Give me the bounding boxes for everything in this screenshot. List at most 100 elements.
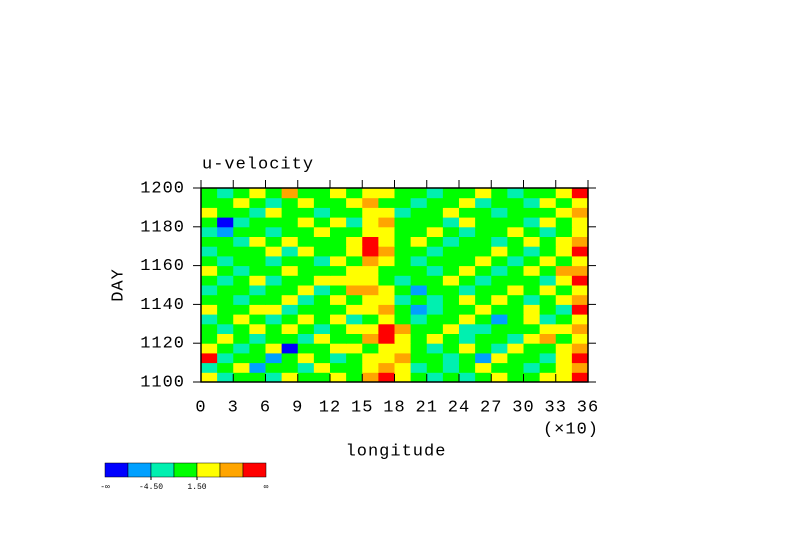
heatmap-cell [442,372,460,383]
heatmap-cell [475,285,492,296]
heatmap-cell [571,294,589,305]
heatmap-cell [362,304,379,315]
heatmap-cell [249,314,266,325]
heatmap-cell [539,294,557,305]
heatmap-cell [442,255,460,267]
heatmap-cell [233,362,250,373]
heatmap-cell [265,343,283,354]
heatmap-cell [201,285,218,296]
heatmap-cell [249,372,266,383]
heatmap-cell [313,207,331,218]
heatmap-cell [571,362,589,373]
heatmap-cell [265,217,283,228]
heatmap-cell [459,217,476,228]
heatmap-cell [442,352,460,364]
heatmap-cell [233,207,250,218]
heatmap-cell [217,323,234,334]
heatmap-cell [523,323,541,334]
heatmap-cell [217,188,234,199]
y-tick-label: 1140 [140,296,185,315]
heatmap-cell [539,226,557,237]
heatmap-cell [491,207,508,218]
heatmap-cell [475,265,492,276]
heatmap-cell [410,333,428,344]
heatmap-cell [442,304,460,315]
heatmap-cell [330,275,347,286]
heatmap-cell [539,323,557,334]
heatmap-cell [362,265,379,276]
heatmap-cell [265,304,283,315]
heatmap-cell [330,255,347,267]
heatmap-cell [281,207,299,218]
heatmap-cell [571,314,589,325]
heatmap-cell [281,226,299,237]
heatmap-cell [346,314,363,325]
heatmap-cell [394,372,412,383]
heatmap-cell [313,294,331,305]
x-tick-label: 18 [383,398,405,417]
heatmap-cell [491,255,508,267]
heatmap-cell [297,323,315,334]
heatmap-cell [523,246,541,257]
heatmap-cell [491,226,508,237]
y-tick-label: 1120 [140,335,185,354]
heatmap-cell [201,304,218,315]
heatmap-cell [507,207,524,218]
heatmap-cell [346,188,363,199]
heatmap-cell [217,197,234,208]
heatmap-cell [491,275,508,286]
heatmap-cell [249,343,266,354]
heatmap-cell [362,246,379,257]
heatmap-cell [378,236,395,247]
heatmap-cell [297,236,315,247]
heatmap-cell [491,362,508,373]
heatmap-cell [571,217,589,228]
heatmap-cell [346,197,363,208]
heatmap-cell [555,285,573,296]
heatmap-cell [346,304,363,315]
heatmap-cell [394,226,412,237]
heatmap-cell [378,352,395,364]
heatmap-cell [507,226,524,237]
heatmap-cell [249,255,266,267]
heatmap-cell [523,304,541,315]
heatmap-cell [491,217,508,228]
heatmap-cell [265,207,283,218]
heatmap-cell [555,333,573,344]
heatmap-cell [378,314,395,325]
heatmap-cell [378,197,395,208]
heatmap-cell [217,255,234,267]
heatmap-cell [330,188,347,199]
heatmap-cell [507,236,524,247]
heatmap-cell [523,294,541,305]
heatmap-cell [233,343,250,354]
heatmap-cell [201,207,218,218]
heatmap-cell [410,255,428,267]
heatmap-cell [459,207,476,218]
heatmap-cell [426,246,444,257]
heatmap-cell [362,197,379,208]
heatmap-cell [394,265,412,276]
x-tick-label: 33 [545,398,567,417]
heatmap-cell [394,304,412,315]
heatmap-cell [330,343,347,354]
heatmap-cell [233,188,250,199]
heatmap-cell [330,372,347,383]
heatmap-cell [475,217,492,228]
x-tick-label: 12 [319,398,341,417]
colorbar-box [242,462,267,478]
heatmap-cell [507,343,524,354]
heatmap-cell [459,294,476,305]
heatmap-cell [426,207,444,218]
y-tick-label: 1100 [140,373,185,392]
heatmap-cell [459,246,476,257]
heatmap-cell [571,246,589,257]
heatmap-cell [571,236,589,247]
heatmap-cell [265,197,283,208]
heatmap-cell [233,236,250,247]
heatmap-cell [442,294,460,305]
heatmap-cell [475,226,492,237]
heatmap-cell [442,362,460,373]
heatmap-cell [539,246,557,257]
heatmap-cell [281,265,299,276]
